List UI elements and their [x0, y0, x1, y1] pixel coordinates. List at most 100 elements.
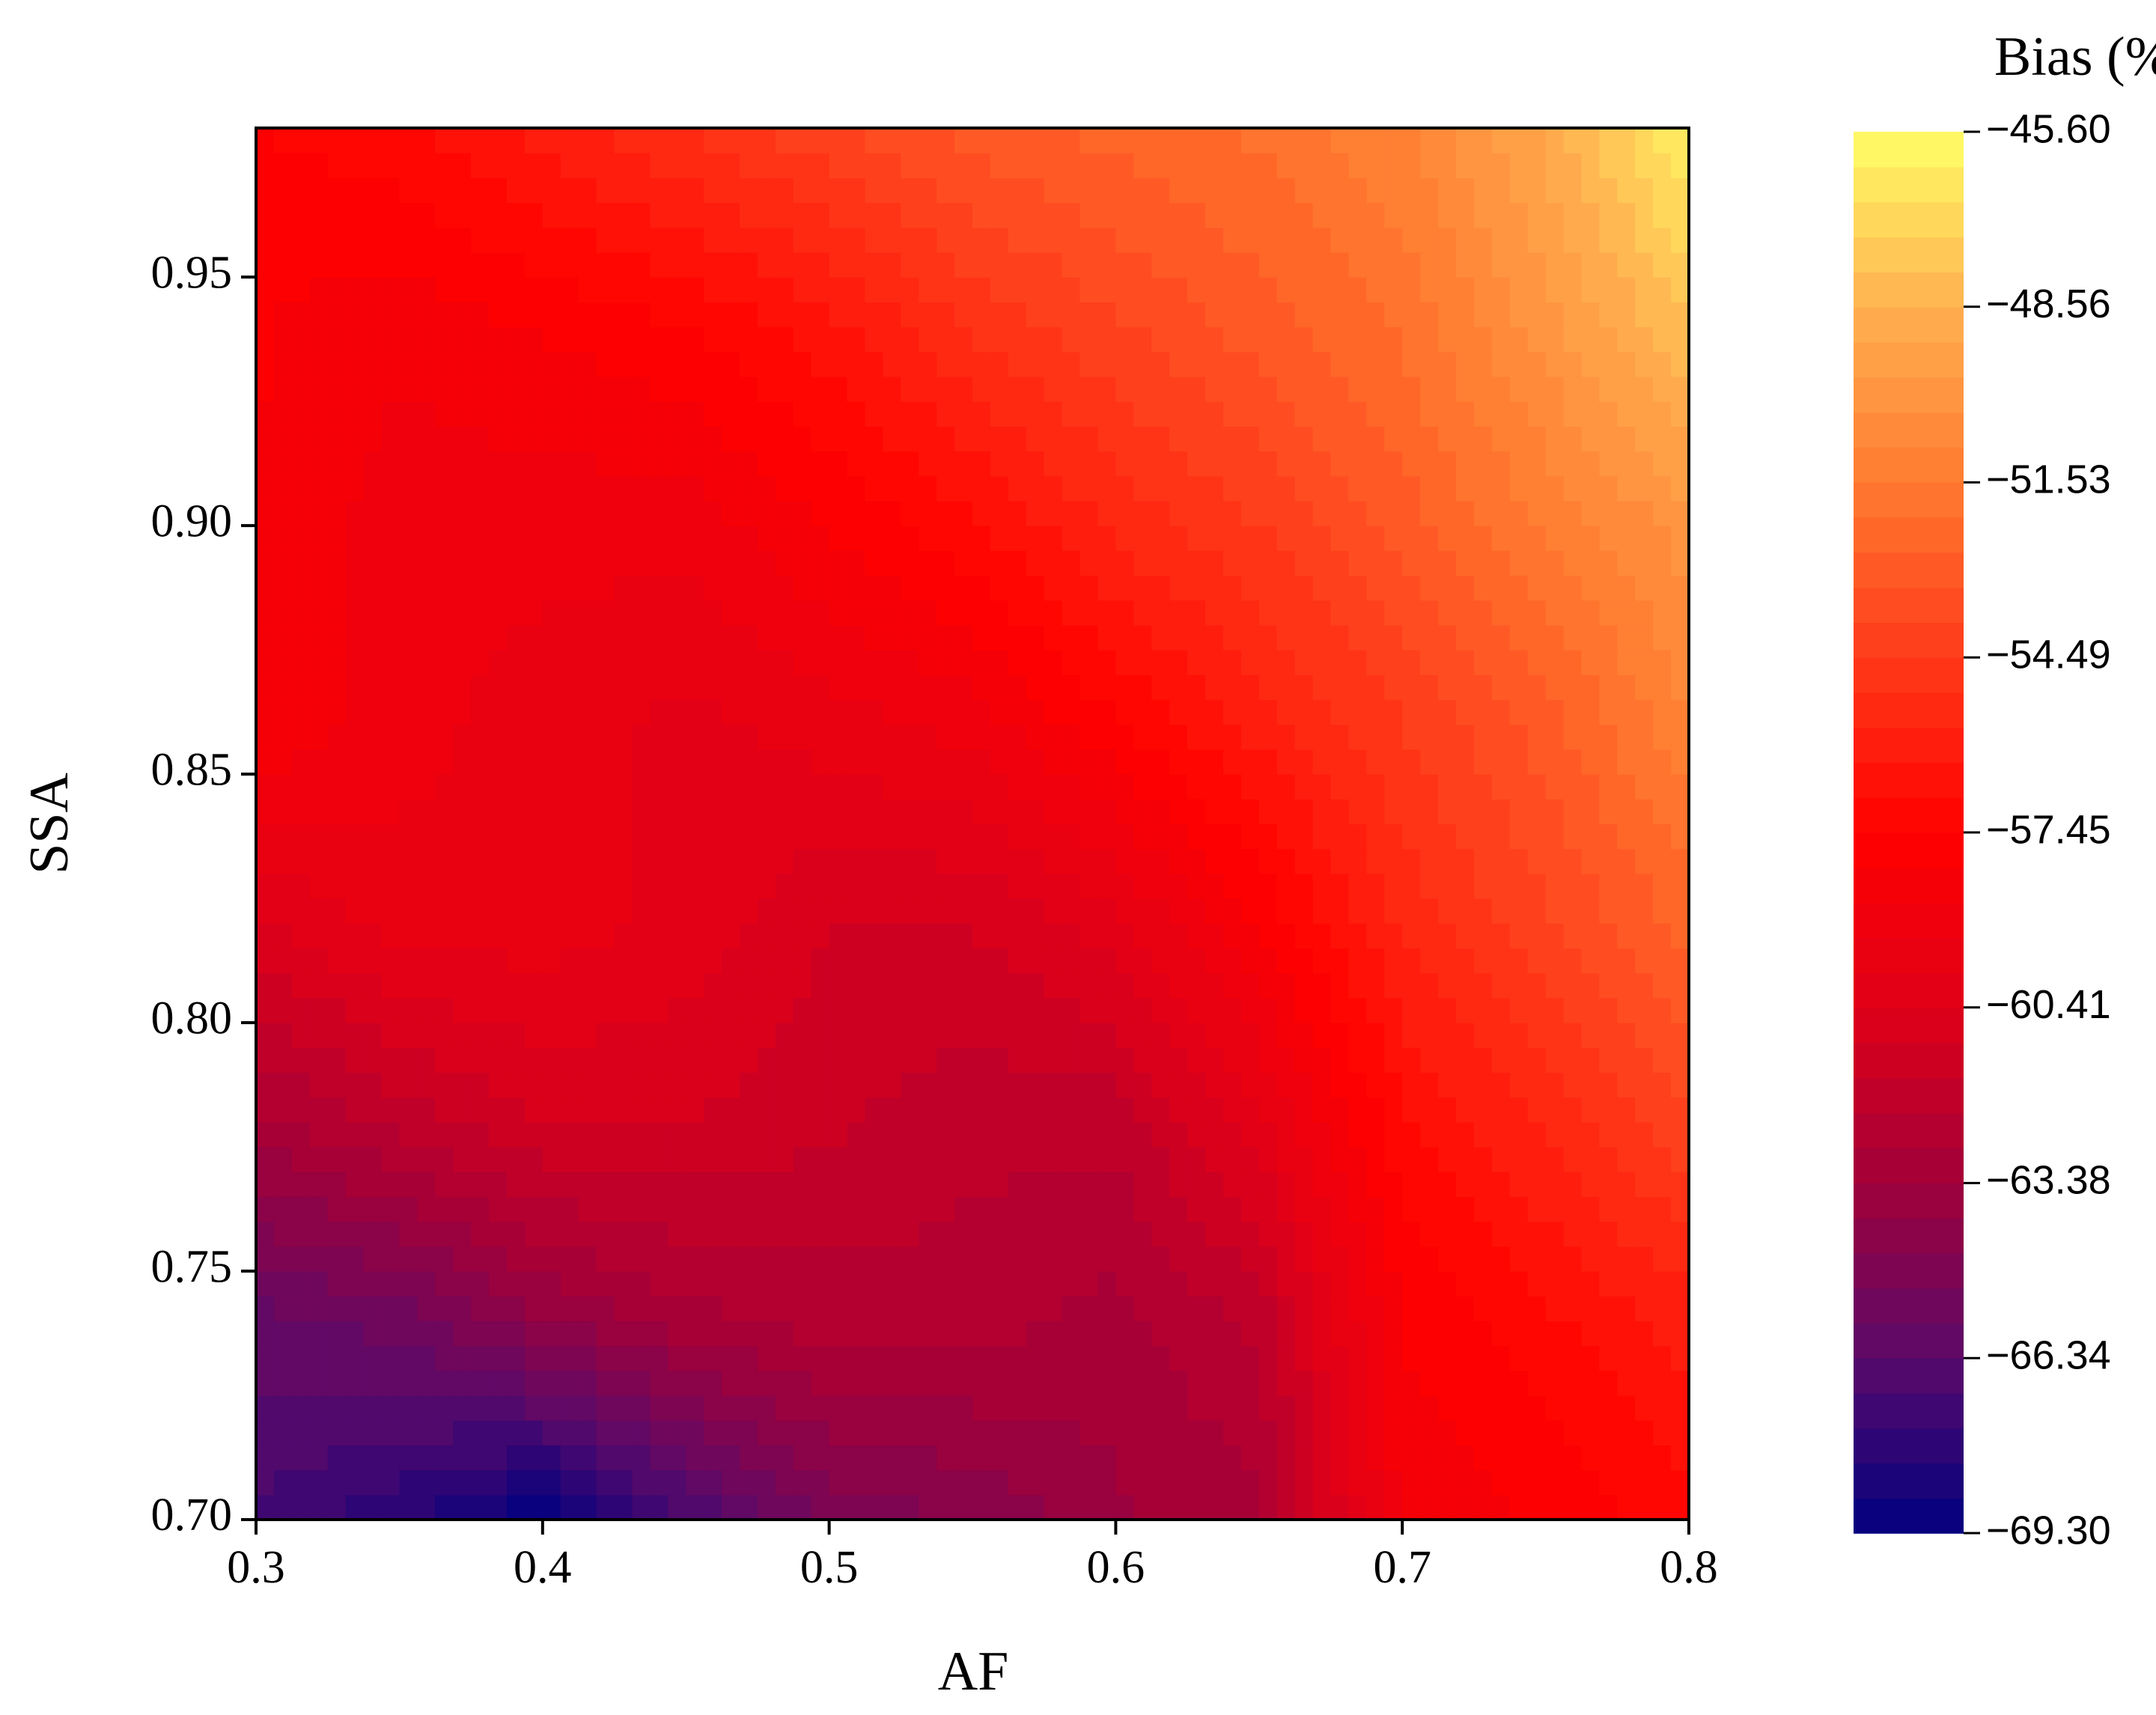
contour-cell [1258, 1121, 1278, 1148]
contour-cell [1671, 898, 1690, 924]
contour-cell [1205, 1172, 1224, 1198]
contour-cell [1509, 326, 1529, 353]
contour-cell [1581, 202, 1600, 228]
contour-cell [1222, 624, 1242, 651]
contour-cell [1402, 674, 1421, 701]
contour-cell [883, 475, 901, 502]
contour-cell [614, 749, 633, 775]
contour-cell [614, 1494, 633, 1520]
contour-cell [542, 1296, 561, 1322]
contour-cell [1509, 575, 1529, 601]
contour-cell [990, 650, 1009, 675]
contour-cell [1473, 749, 1493, 775]
contour-cell [757, 575, 776, 601]
contour-cell [291, 252, 311, 278]
contour-cell [1044, 252, 1063, 278]
contour-cell [1187, 650, 1206, 675]
contour-cell [435, 923, 454, 949]
contour-cell [1330, 376, 1350, 402]
contour-cell [1187, 898, 1206, 924]
contour-cell [1491, 923, 1511, 949]
contour-cell [1044, 1370, 1063, 1396]
colorbar-band [1854, 1042, 1964, 1079]
contour-cell [1222, 202, 1242, 228]
contour-cell [1473, 1271, 1493, 1297]
contour-cell [1169, 724, 1188, 750]
contour-cell [524, 1047, 543, 1073]
contour-cell [1312, 326, 1332, 353]
contour-cell [417, 923, 436, 949]
contour-cell [1581, 1023, 1600, 1048]
contour-cell [1169, 1370, 1188, 1396]
contour-cell [614, 1320, 633, 1347]
contour-cell [972, 1494, 991, 1520]
contour-cell [1509, 774, 1529, 799]
contour-cell [1008, 674, 1027, 701]
contour-cell [811, 1445, 830, 1471]
contour-cell [1312, 774, 1332, 799]
contour-cell [1008, 1494, 1027, 1520]
contour-cell [578, 1047, 597, 1073]
contour-cell [990, 451, 1009, 477]
contour-cell [1044, 1395, 1063, 1421]
contour-cell [865, 848, 883, 874]
contour-cell [1330, 526, 1350, 551]
contour-cell [1545, 252, 1565, 278]
contour-cell [829, 1047, 848, 1073]
contour-cell [542, 948, 561, 974]
contour-cell [775, 848, 794, 874]
contour-cell [1258, 1172, 1278, 1198]
contour-cell [668, 177, 686, 204]
contour-cell [1044, 749, 1063, 775]
contour-cell [435, 202, 454, 228]
contour-cell [668, 848, 686, 874]
contour-cell [309, 1221, 329, 1247]
contour-cell [1402, 724, 1421, 750]
contour-cell [1599, 1072, 1618, 1098]
contour-cell [1097, 1121, 1116, 1148]
contour-cell [1205, 526, 1224, 551]
contour-cell [1187, 1072, 1206, 1098]
contour-cell [1151, 1196, 1170, 1222]
contour-cell [1062, 1271, 1081, 1297]
contour-cell [1240, 475, 1260, 502]
contour-cell [1635, 128, 1654, 153]
contour-cell [1097, 972, 1116, 999]
contour-cell [1044, 1072, 1063, 1098]
contour-cell [650, 153, 669, 178]
contour-cell [1366, 1296, 1385, 1322]
contour-cell [775, 1296, 794, 1322]
contour-cell [1276, 153, 1296, 178]
contour-cell [1312, 351, 1332, 377]
contour-cell [1115, 1023, 1134, 1048]
contour-cell [1581, 923, 1600, 949]
contour-cell [1527, 650, 1547, 675]
contour-cell [1635, 972, 1654, 999]
contour-cell [1473, 674, 1493, 701]
contour-cell [1509, 227, 1529, 253]
contour-cell [1635, 252, 1654, 278]
contour-cell [1491, 1121, 1511, 1148]
contour-cell [1438, 1420, 1457, 1446]
contour-cell [1133, 575, 1152, 601]
contour-cell [775, 1246, 794, 1272]
contour-cell [1097, 923, 1116, 949]
contour-cell [1563, 1023, 1583, 1048]
contour-cell [1581, 1121, 1600, 1148]
contour-cell [1276, 277, 1296, 302]
contour-cell [793, 326, 812, 353]
contour-cell [1222, 823, 1242, 850]
contour-cell [399, 1147, 418, 1172]
contour-cell [309, 1271, 329, 1297]
contour-cell [757, 774, 776, 799]
contour-cell [1617, 1172, 1636, 1198]
contour-cell [1527, 376, 1547, 402]
contour-cell [739, 526, 758, 551]
contour-cell [1527, 227, 1547, 253]
contour-cell [793, 351, 812, 377]
contour-cell [256, 1172, 275, 1198]
contour-cell [811, 1345, 830, 1371]
contour-cell [524, 799, 543, 825]
contour-cell [309, 948, 329, 974]
contour-cell [471, 948, 490, 974]
